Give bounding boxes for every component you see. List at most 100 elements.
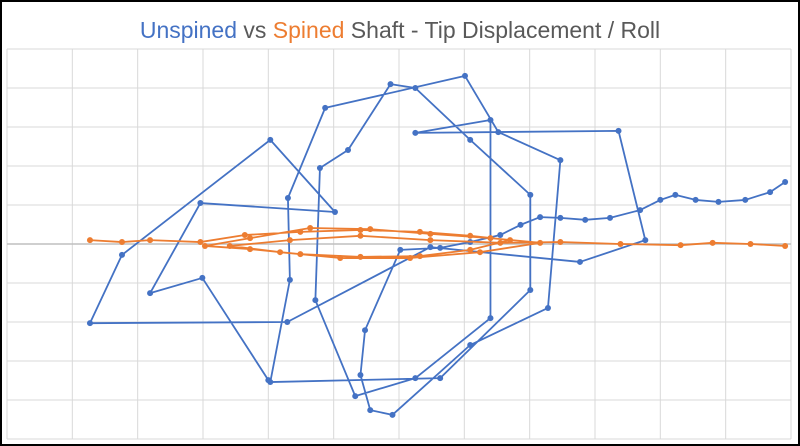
data-point (407, 255, 414, 262)
data-point (709, 239, 716, 246)
data-point (782, 242, 789, 249)
data-point (467, 342, 474, 349)
data-point (582, 216, 589, 223)
data-point (412, 85, 419, 91)
data-point (265, 377, 272, 384)
data-point (201, 242, 208, 249)
data-point (357, 372, 364, 379)
data-point (477, 249, 484, 256)
data-point (437, 244, 444, 251)
data-point (277, 249, 284, 256)
data-point (495, 129, 502, 136)
data-point (357, 226, 364, 233)
data-point (416, 228, 423, 235)
data-point (362, 327, 369, 334)
data-point (557, 157, 564, 164)
data-point (86, 237, 93, 244)
data-point (537, 214, 544, 221)
data-point (247, 246, 254, 253)
data-point (197, 200, 204, 207)
data-point (226, 242, 233, 249)
data-point (437, 375, 444, 382)
data-point (247, 235, 254, 242)
title-part: Shaft - Tip Displacement / Roll (344, 17, 660, 43)
data-point (357, 232, 364, 239)
data-point (322, 104, 329, 111)
plot (86, 72, 789, 418)
data-point (467, 232, 474, 239)
data-point (147, 290, 154, 297)
data-point (389, 411, 396, 418)
data-point (387, 81, 394, 88)
data-point (497, 239, 504, 246)
data-point (427, 230, 434, 237)
data-point (297, 228, 304, 235)
data-point (467, 246, 474, 253)
data-point (692, 196, 699, 203)
data-point (367, 407, 374, 414)
title-part: vs (237, 17, 273, 43)
data-point (487, 315, 494, 322)
data-point (607, 214, 614, 221)
data-point (461, 72, 468, 79)
data-point (642, 237, 649, 244)
data-point (147, 237, 154, 244)
data-point (715, 198, 722, 205)
data-point (527, 287, 534, 294)
data-point (507, 237, 514, 244)
chart-title: Unspined vs Spined Shaft - Tip Displacem… (140, 17, 660, 43)
data-point (357, 253, 364, 260)
data-point (557, 214, 564, 221)
data-point (118, 239, 125, 246)
data-point (637, 207, 644, 214)
title-part: Unspined (140, 17, 237, 43)
data-point (782, 178, 789, 185)
data-point (397, 246, 404, 253)
data-point (747, 241, 754, 247)
data-point (527, 191, 534, 198)
data-point (312, 297, 319, 304)
data-point (487, 116, 494, 123)
data-point (267, 136, 274, 143)
data-point (615, 127, 622, 134)
data-point (197, 239, 204, 246)
data-point (427, 237, 434, 244)
data-point (286, 237, 293, 244)
data-point (544, 304, 551, 311)
data-point (337, 255, 344, 262)
data-point (742, 196, 749, 203)
data-point (427, 244, 434, 251)
data-point (416, 253, 423, 260)
data-point (467, 136, 474, 143)
data-point (497, 232, 504, 239)
data-point (672, 191, 679, 198)
data-point (677, 242, 684, 249)
data-point (412, 129, 419, 136)
data-point (284, 319, 291, 325)
data-point (331, 209, 338, 216)
data-point (557, 239, 564, 246)
data-point (286, 276, 293, 283)
data-point (487, 235, 494, 242)
data-point (767, 189, 774, 196)
data-point (118, 251, 125, 258)
data-point (412, 375, 419, 382)
data-point (576, 258, 583, 265)
data-point (284, 194, 291, 201)
title-part: Spined (273, 17, 345, 43)
data-point (352, 393, 359, 400)
data-point (316, 164, 323, 171)
data-point (345, 147, 352, 154)
data-point (241, 232, 248, 239)
data-point (537, 239, 544, 246)
data-point (297, 251, 304, 258)
data-point (199, 274, 206, 281)
data-point (367, 226, 374, 233)
data-point (86, 320, 93, 327)
data-point (617, 241, 624, 247)
data-point (657, 196, 664, 203)
data-point (517, 221, 524, 228)
data-point (307, 225, 314, 232)
